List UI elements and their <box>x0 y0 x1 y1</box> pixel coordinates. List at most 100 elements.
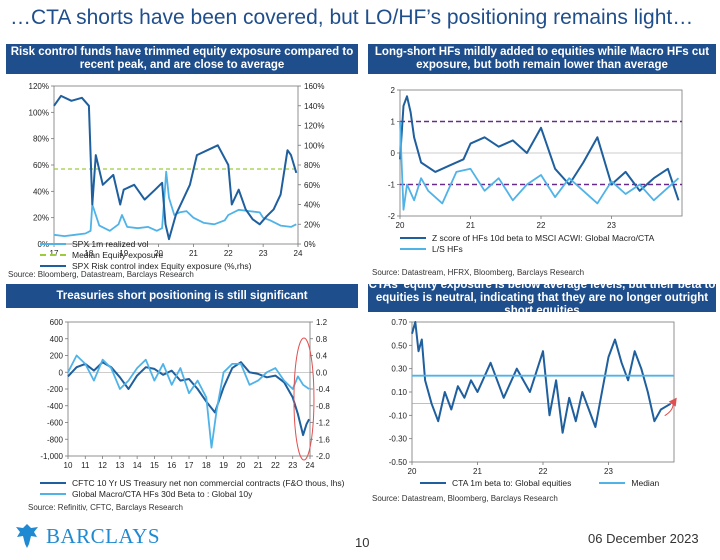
chart-4-legend: CTA 1m beta to: Global equities Median <box>420 477 659 488</box>
y-tick-label: 0.70 <box>391 318 407 327</box>
legend-swatch-light <box>40 242 66 245</box>
chart-1-legend: SPX 1m realized vol Median Equity exposu… <box>40 238 252 271</box>
page-title: …CTA shorts have been covered, but LO/HF… <box>10 6 694 29</box>
chart-1-plot: 0% 20% 40% 60% 80% 100% 120% 0% 20% 40% 60% 80% 100%… <box>29 82 325 258</box>
y-tick-label: -200 <box>47 385 64 394</box>
y-tick-label: -0.50 <box>389 458 408 467</box>
series-line <box>399 121 680 211</box>
legend-swatch-dark <box>40 264 66 267</box>
y-tick-label: 600 <box>50 318 64 327</box>
y-right-tick-label: 120% <box>304 122 324 131</box>
x-tick-label: 19 <box>219 461 228 470</box>
y-tick-label: 2 <box>391 86 396 95</box>
chart-3-plot: -1,000 -800 -600 -400 -200 0 200 400 600 -2.0 -1.6… <box>40 318 330 470</box>
x-tick-label: 20 <box>396 221 405 230</box>
highlight-arrowhead <box>668 397 677 407</box>
x-tick-label: 11 <box>81 461 90 470</box>
y-right-tick-label: 1.2 <box>316 318 328 327</box>
series-line <box>399 95 680 201</box>
x-tick-label: 19 <box>119 249 128 258</box>
y-right-tick-label: 140% <box>304 102 324 111</box>
legend-item: CTA 1m beta to: Global equities <box>452 477 572 488</box>
x-tick-label: 23 <box>607 221 616 230</box>
series-line <box>411 321 672 434</box>
x-tick-label: 24 <box>306 461 315 470</box>
chart-2-legend: Z score of HFs 10d beta to MSCI ACWI: Gl… <box>400 232 654 254</box>
chart-4: -0.50 -0.30 -0.10 0.10 0.30 0.50 0.70 20 21 22 23 <box>368 316 716 478</box>
chart-4-header: CTAs’ equity exposure is below average l… <box>368 278 716 317</box>
y-right-tick-label: -2.0 <box>316 452 330 461</box>
legend-swatch-light <box>40 492 66 495</box>
x-tick-label: 15 <box>150 461 159 470</box>
chart-2-plot: -2 -1 0 1 2 20 21 22 23 <box>388 86 683 230</box>
y-right-tick-label: 20% <box>304 220 320 229</box>
y-right-tick-label: -1.2 <box>316 419 330 428</box>
x-tick-label: 12 <box>98 461 107 470</box>
y-tick-label: 0.10 <box>391 388 407 397</box>
chart-2-header: Long-short HFs mildly added to equities … <box>368 44 716 74</box>
legend-item: SPX 1m realized vol <box>72 238 149 249</box>
series-line <box>53 94 298 241</box>
x-tick-label: 22 <box>537 221 546 230</box>
y-right-tick-label: 0.4 <box>316 352 328 361</box>
x-tick-label: 17 <box>185 461 194 470</box>
x-tick-label: 18 <box>84 249 93 258</box>
y-right-tick-label: 40% <box>304 201 320 210</box>
legend-item: Median Equity exposure <box>72 249 164 260</box>
y-right-tick-label: 100% <box>304 141 324 150</box>
y-right-tick-label: -0.4 <box>316 385 330 394</box>
series-line <box>67 354 310 449</box>
legend-swatch-dark <box>400 236 426 239</box>
x-tick-label: 20 <box>408 467 417 476</box>
highlight-circle <box>293 337 315 461</box>
y-tick-label: 0 <box>59 368 64 377</box>
y-tick-label: 60% <box>33 161 49 170</box>
y-right-tick-label: -1.6 <box>316 435 330 444</box>
legend-item: SPX Risk control index Equity exposure (… <box>72 260 252 271</box>
chart-1-header: Risk control funds have trimmed equity e… <box>6 44 358 74</box>
y-tick-label: 0.30 <box>391 365 407 374</box>
chart-2-source: Source: Datastream, HFRX, Bloomberg, Bar… <box>372 268 585 277</box>
y-tick-label: 400 <box>50 335 64 344</box>
y-tick-label: 0% <box>37 240 49 249</box>
chart-3-legend: CFTC 10 Yr US Treasury net non commercia… <box>40 477 344 499</box>
x-tick-label: 14 <box>133 461 142 470</box>
x-tick-label: 20 <box>236 461 245 470</box>
plot-frame <box>67 321 311 457</box>
y-right-tick-label: 160% <box>304 82 324 91</box>
legend-swatch-dark <box>420 481 446 484</box>
x-tick-label: 13 <box>115 461 124 470</box>
legend-swatch-light <box>599 481 626 484</box>
chart-4-plot: -0.50 -0.30 -0.10 0.10 0.30 0.50 0.70 20 21 22 23 <box>389 318 677 476</box>
legend-item: L/S HFs <box>432 243 463 254</box>
y-tick-label: 200 <box>50 352 64 361</box>
legend-item: CFTC 10 Yr US Treasury net non commercia… <box>72 477 345 488</box>
y-right-tick-label: 0% <box>304 240 316 249</box>
brand-name: BARCLAYS <box>46 523 161 548</box>
x-tick-label: 23 <box>604 467 613 476</box>
legend-item: Median <box>631 477 660 488</box>
x-tick-label: 21 <box>473 467 482 476</box>
legend-swatch-dash <box>40 253 66 256</box>
series-line <box>53 170 297 238</box>
legend-item: Global Macro/CTA HFs 30d Beta to : Globa… <box>72 488 253 499</box>
barclays-logo: BARCLAYS <box>14 522 160 550</box>
legend-swatch-dark <box>40 481 66 484</box>
y-right-tick-label: 80% <box>304 161 320 170</box>
legend-swatch-light <box>400 247 426 250</box>
x-tick-label: 20 <box>154 249 163 258</box>
x-tick-label: 18 <box>202 461 211 470</box>
y-tick-label: -800 <box>47 435 64 444</box>
y-right-tick-label: 0.0 <box>316 368 328 377</box>
y-tick-label: 80% <box>33 135 49 144</box>
y-tick-label: -600 <box>47 419 64 428</box>
y-tick-label: -400 <box>47 402 64 411</box>
y-tick-label: -0.30 <box>389 435 408 444</box>
y-tick-label: -2 <box>388 212 396 221</box>
y-tick-label: 1 <box>391 118 396 127</box>
x-tick-label: 21 <box>254 461 263 470</box>
chart-1-source: Source: Bloomberg, Datastream, Barclays … <box>8 270 194 279</box>
chart-3-source: Source: Refinitiv, CFTC, Barclays Resear… <box>28 503 184 512</box>
y-tick-label: -1,000 <box>40 452 63 461</box>
series-line <box>67 361 310 437</box>
